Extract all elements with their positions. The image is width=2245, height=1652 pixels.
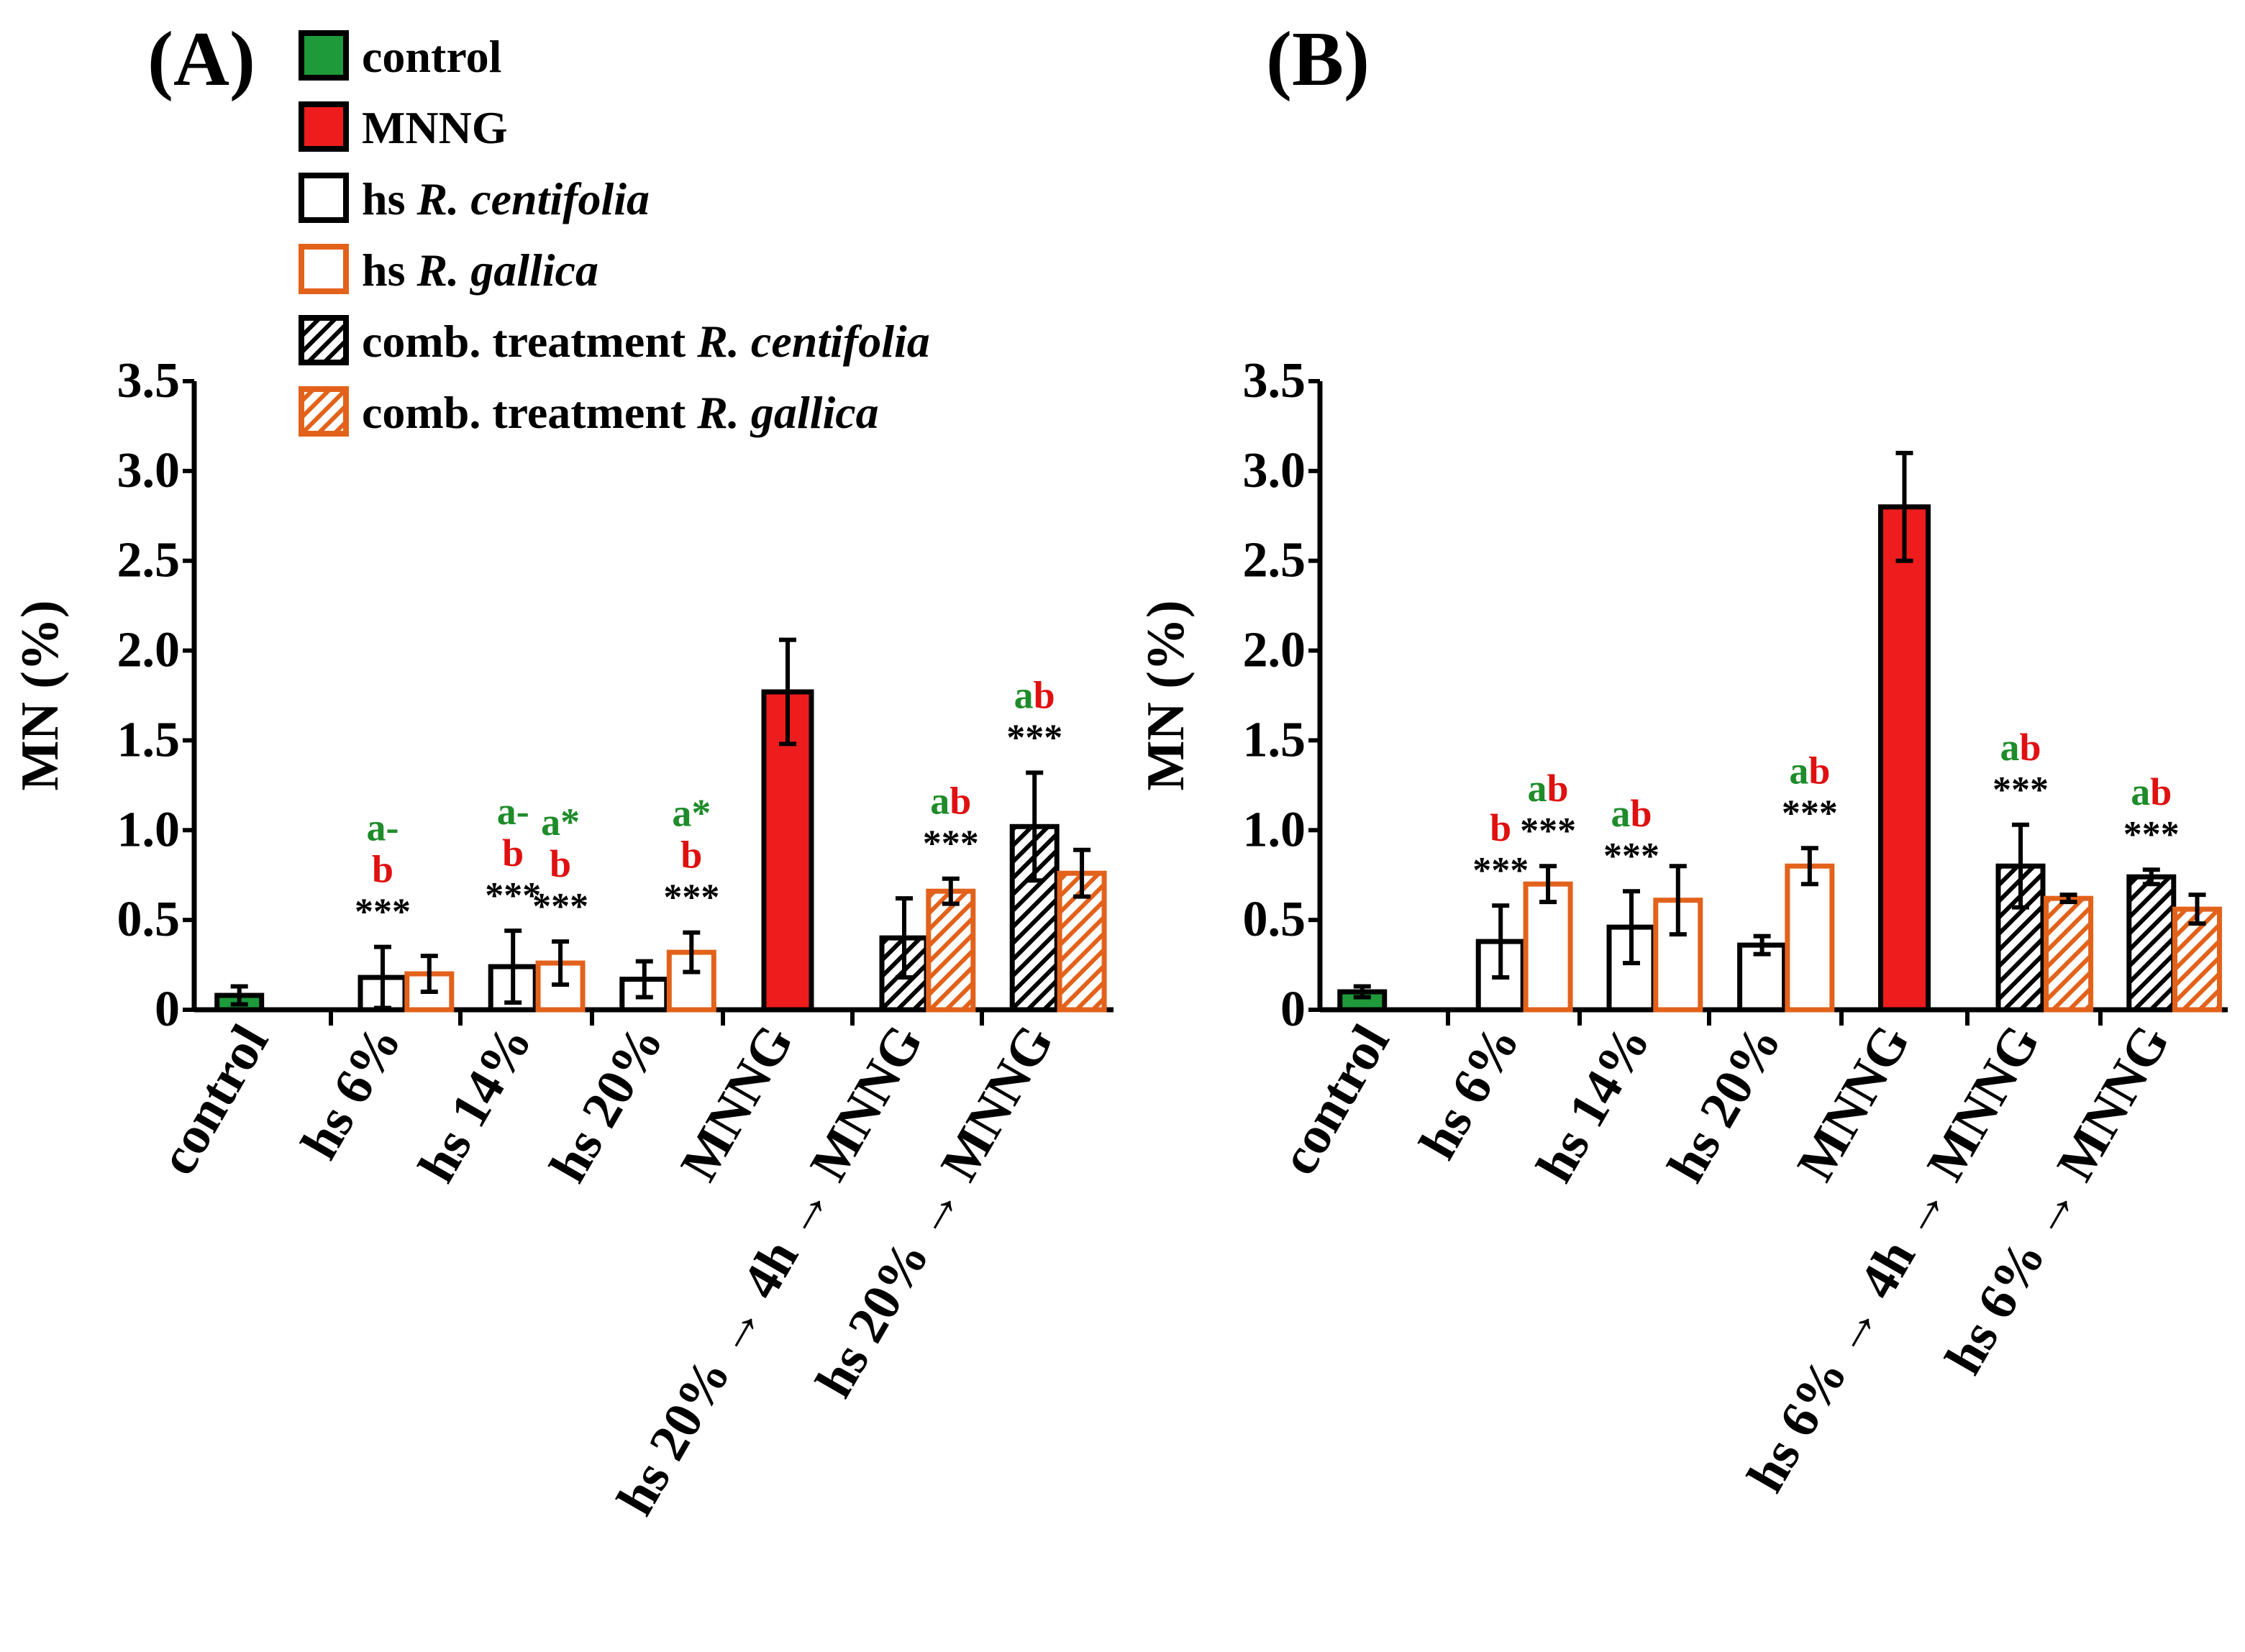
y-tick-label: 2.5 [1243, 533, 1306, 588]
y-axis-label: MN (%) [1137, 600, 1196, 790]
y-tick-label: 0.5 [1243, 892, 1306, 947]
y-tick-label: 3.5 [1243, 353, 1306, 409]
significance-label: b [550, 842, 571, 885]
bar-comb_gallica [2044, 895, 2094, 1013]
significance-label: b [680, 834, 702, 877]
y-tick-label: 3.0 [1243, 443, 1306, 498]
bar-comb_centifolia [2126, 874, 2177, 1013]
y-tick-label: 2.0 [117, 623, 181, 678]
y-tick-label: 0 [155, 982, 180, 1037]
bar-mnng [1878, 504, 1931, 1013]
panel-a: (A) MN (%) 0 0.5 1.0 1.5 2.0 2.5 3.0 3.5 control **… [11, 17, 1114, 1525]
significance-label: ab [1528, 767, 1569, 810]
significance-label: *** [355, 892, 411, 933]
y-tick-label: 1.5 [1243, 712, 1306, 767]
y-tick-label: 1.0 [1243, 802, 1306, 857]
significance-label: *** [1520, 811, 1576, 852]
significance-label: ab [1611, 792, 1652, 835]
x-category-label: hs 14% [1525, 1016, 1661, 1192]
legend-label-mnng: MNNG [362, 102, 508, 153]
significance-label: a- [367, 806, 399, 849]
legend-swatch-comb_centifolia [299, 315, 349, 365]
x-category-label: hs 20% → MNNG [804, 1016, 1065, 1407]
bar-hs_gallica [1785, 863, 1835, 1013]
y-tick-label: 3.0 [117, 443, 181, 498]
x-category-label: hs 14% [407, 1016, 543, 1192]
significance-label: ab [2131, 770, 2172, 813]
legend-swatch-hs_gallica [299, 244, 349, 294]
y-tick-label: 2.5 [117, 533, 181, 588]
significance-label: *** [1993, 770, 2049, 811]
significance-label: *** [1782, 793, 1838, 834]
y-axis-label: MN (%) [11, 600, 70, 790]
significance-label: *** [1006, 717, 1062, 758]
x-category-label: control [1269, 1015, 1401, 1185]
x-category-label: hs 20% [1657, 1016, 1793, 1192]
significance-label: b [502, 831, 524, 875]
significance-label: b [372, 848, 393, 891]
x-category-label: hs 20% [539, 1016, 675, 1192]
legend-label-comb_centifolia: comb. treatment R. centifolia [362, 316, 930, 367]
legend-label-hs_centifolia: hs R. centifolia [362, 173, 650, 224]
bar-comb_gallica [926, 888, 976, 1013]
significance-label: *** [1603, 836, 1659, 877]
legend-swatch-hs_centifolia [299, 173, 349, 223]
panel-label: (B) [1266, 17, 1370, 102]
y-tick-label: 2.0 [1243, 623, 1306, 678]
y-tick-label: 0.5 [117, 892, 181, 947]
significance-label: *** [532, 886, 588, 927]
legend-swatch-mnng [299, 101, 349, 152]
x-category-label: MNNG [670, 1016, 805, 1191]
legend-swatch-comb_gallica [299, 386, 349, 437]
significance-label: a* [672, 792, 711, 835]
significance-label: *** [2123, 814, 2180, 855]
legend: control MNNG hs R. centifolia hs R. gallica… [299, 30, 930, 438]
x-category-label: MNNG [1786, 1016, 1921, 1191]
legend-label-control: control [362, 31, 501, 82]
significance-label: *** [1472, 850, 1529, 891]
significance-label: ab [2000, 726, 2041, 769]
significance-label: *** [485, 875, 541, 916]
y-tick-label: 3.5 [117, 353, 181, 409]
significance-label: ab [930, 780, 971, 823]
y-tick-label: 0 [1280, 982, 1306, 1037]
legend-swatch-control [299, 30, 349, 81]
significance-label: *** [923, 823, 979, 864]
x-category-label: hs 6% [1408, 1016, 1531, 1169]
legend-label-hs_gallica: hs R. gallica [362, 245, 598, 296]
y-tick-label: 1.5 [117, 712, 181, 767]
significance-label: *** [663, 877, 719, 918]
significance-label: ab [1789, 749, 1830, 792]
x-category-label: hs 6% [290, 1016, 413, 1169]
y-tick-label: 1.0 [117, 802, 181, 857]
panel-label: (A) [147, 17, 255, 102]
x-category-label: control [148, 1016, 280, 1185]
significance-label: a- [497, 790, 529, 833]
significance-label: b [1490, 806, 1511, 849]
significance-label: a* [541, 800, 580, 844]
significance-label: ab [1014, 673, 1055, 716]
legend-label-comb_gallica: comb. treatment R. gallica [362, 387, 879, 438]
panel-b: (B) MN (%) 0 0.5 1.0 1.5 2.0 2.5 3.0 3.5 control **… [1137, 17, 2228, 1502]
